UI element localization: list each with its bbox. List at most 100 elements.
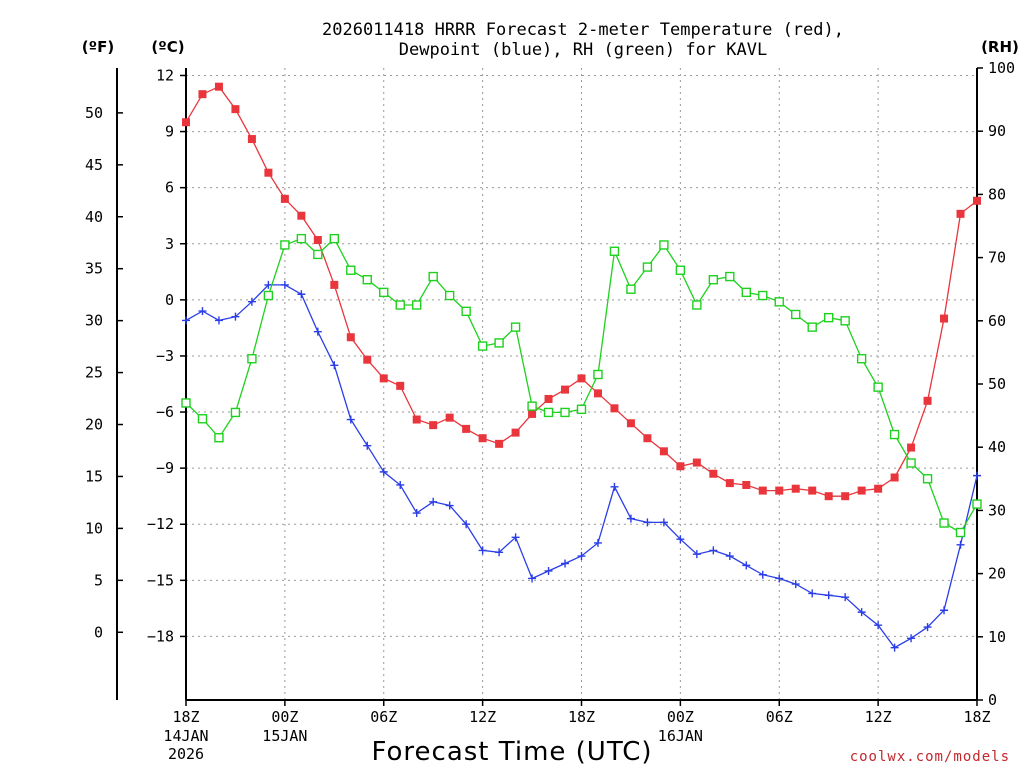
rh-point xyxy=(807,322,817,332)
rh-point xyxy=(296,233,307,244)
dewpoint-point xyxy=(231,312,240,321)
rh-point xyxy=(461,306,471,317)
dewpoint-point xyxy=(709,546,718,555)
dewpoint-point xyxy=(264,280,273,289)
2-meter-temperature-point xyxy=(528,409,537,418)
dewpoint-point xyxy=(593,538,602,547)
dewpoint-point xyxy=(956,540,965,549)
dewpoint-point xyxy=(544,566,553,575)
rh-point xyxy=(181,398,191,408)
rh-point xyxy=(922,474,933,484)
x-tick-date-label: 2026 xyxy=(168,745,204,763)
dewpoint-point xyxy=(692,550,701,559)
rh-point xyxy=(527,401,537,411)
2-meter-temperature-point xyxy=(808,486,817,495)
fahrenheit-tick-label: 0 xyxy=(94,623,103,641)
rh-point xyxy=(230,407,241,418)
fahrenheit-tick-label: 30 xyxy=(85,312,103,330)
dewpoint-point xyxy=(577,552,586,561)
rh-point xyxy=(576,404,587,414)
rh-point xyxy=(906,458,916,468)
2-meter-temperature-point xyxy=(445,413,454,422)
dewpoint-point xyxy=(940,606,949,615)
rh-point xyxy=(428,271,438,282)
2-meter-temperature-point xyxy=(610,404,619,413)
rh-tick-label: 50 xyxy=(988,375,1006,393)
rh-point xyxy=(626,284,636,294)
rh-point xyxy=(758,290,768,301)
fahrenheit-tick-label: 45 xyxy=(85,156,103,174)
dewpoint-point xyxy=(297,290,306,299)
celsius-tick-label: −15 xyxy=(147,571,174,589)
2-meter-temperature-point xyxy=(874,484,883,493)
2-meter-temperature-point xyxy=(973,196,981,205)
rh-tick-label: 90 xyxy=(988,122,1006,140)
rh-point xyxy=(313,249,323,260)
rh-axis-unit: (RH) xyxy=(981,38,1019,56)
2-meter-temperature-point xyxy=(857,486,866,495)
2-meter-temperature-point xyxy=(956,209,965,218)
dewpoint-point xyxy=(462,520,471,529)
celsius-axis-unit: (ºC) xyxy=(151,38,184,56)
x-tick-label: 00Z xyxy=(667,708,694,726)
rh-point xyxy=(939,518,949,528)
rh-point xyxy=(840,316,850,326)
dewpoint-point xyxy=(346,415,355,424)
chart-title-line-2: Dewpoint (blue), RH (green) for KAVL xyxy=(399,40,767,60)
rh-point xyxy=(494,338,504,348)
grid-lines xyxy=(186,68,977,700)
celsius-tick-label: 9 xyxy=(165,123,174,141)
dewpoint-point xyxy=(775,574,784,583)
x-tick-label: 18Z xyxy=(963,708,990,726)
rh-point xyxy=(609,246,620,256)
dewpoint-point xyxy=(890,643,899,652)
dewpoint-point xyxy=(182,316,190,325)
rh-point xyxy=(510,322,521,332)
2-meter-temperature-point xyxy=(330,280,339,289)
x-tick-label: 06Z xyxy=(370,708,397,726)
rh-tick-label: 0 xyxy=(988,691,997,709)
fahrenheit-axis-unit: (ºF) xyxy=(82,38,114,56)
dewpoint-point xyxy=(610,482,619,491)
rh-point xyxy=(708,275,719,285)
rh-point xyxy=(560,407,570,418)
2-meter-temperature-point xyxy=(198,90,207,99)
dewpoint-point xyxy=(379,467,388,476)
2-meter-temperature-point xyxy=(725,479,734,488)
dewpoint-point xyxy=(198,307,207,316)
2-meter-temperature-point xyxy=(412,415,421,424)
rh-tick-label: 10 xyxy=(988,628,1006,646)
2-meter-temperature-point xyxy=(577,374,586,383)
2-meter-temperature-point xyxy=(824,492,833,501)
2-meter-temperature-point xyxy=(379,374,388,383)
rh-point xyxy=(444,290,455,301)
2-meter-temperature-point xyxy=(791,484,800,493)
rh-point xyxy=(263,290,274,301)
x-tick-date-label: 15JAN xyxy=(262,727,307,745)
x-tick-label: 12Z xyxy=(865,708,892,726)
dewpoint-point xyxy=(247,297,256,306)
rh-point xyxy=(791,309,801,320)
fahrenheit-tick-label: 35 xyxy=(85,260,103,278)
2-meter-temperature-point xyxy=(511,428,520,437)
axes: 129630−3−6−9−12−15−185045403530252015105… xyxy=(85,59,1015,763)
2-meter-temperature-point xyxy=(940,314,949,323)
rh-point xyxy=(692,300,702,310)
rh-point xyxy=(346,265,356,275)
rh-point xyxy=(675,265,686,275)
2-meter-temperature-point xyxy=(478,434,487,443)
rh-point xyxy=(972,499,982,509)
rh-point xyxy=(659,240,669,250)
dewpoint-point xyxy=(363,441,372,450)
2-meter-temperature-point xyxy=(182,118,190,127)
rh-tick-label: 70 xyxy=(988,249,1006,267)
x-tick-date-label: 14JAN xyxy=(163,727,208,745)
fahrenheit-tick-label: 20 xyxy=(85,416,103,434)
dewpoint-point xyxy=(396,480,405,489)
fahrenheit-tick-label: 15 xyxy=(85,467,103,485)
celsius-tick-label: −9 xyxy=(156,459,174,477)
rh-point xyxy=(873,382,883,392)
dewpoint-point xyxy=(857,608,866,617)
dewpoint-point xyxy=(511,533,520,542)
rh-point xyxy=(741,287,751,298)
